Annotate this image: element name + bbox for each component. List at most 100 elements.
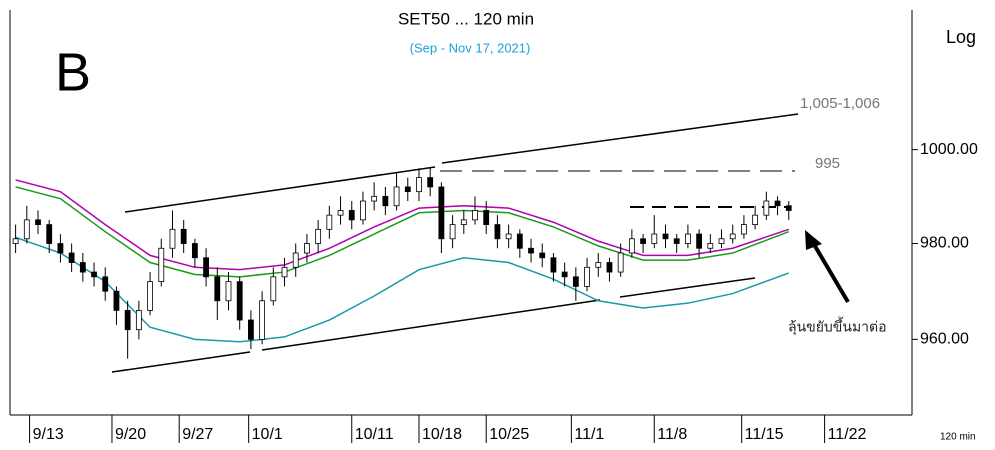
candle-body	[35, 219, 41, 225]
candle-body	[393, 186, 400, 207]
candle-body	[326, 214, 333, 230]
x-tick-label: 10/25	[489, 426, 529, 443]
candle-body	[550, 257, 557, 273]
candle-body	[763, 200, 770, 216]
trend-line	[261, 299, 601, 351]
x-tick-label: 9/27	[182, 426, 213, 443]
x-tick-label: 10/1	[252, 426, 283, 443]
candle-body	[516, 233, 523, 249]
candle-body	[595, 262, 602, 268]
y-tick-label: 1000.00	[920, 141, 978, 158]
x-tick-label: 11/22	[828, 426, 867, 443]
moving-average	[15, 179, 789, 271]
candle-body	[248, 319, 254, 340]
candle-body	[774, 200, 781, 207]
candle-body	[718, 238, 725, 244]
candle-body	[371, 195, 378, 202]
candle-body	[23, 219, 30, 240]
chart-title: SET50 ... 120 min	[398, 9, 534, 28]
candle-body	[292, 252, 299, 268]
x-tick-label: 11/8	[657, 426, 687, 443]
x-tick-label: 11/15	[745, 426, 784, 443]
scale-label: Log	[946, 27, 976, 47]
x-tick-label: 9/13	[33, 426, 64, 443]
y-tick-label: 960.00	[920, 331, 969, 348]
arrow-head	[805, 230, 822, 250]
candle-body	[259, 300, 266, 340]
trend-line	[124, 166, 436, 213]
annotation: ลุ้นขยับขึ้นมาต่อ	[788, 317, 887, 336]
candle-body	[135, 309, 142, 331]
candle-body	[281, 266, 288, 278]
candle-body	[438, 186, 445, 240]
candle-body	[191, 243, 198, 259]
candle-body	[382, 195, 389, 207]
candle-body	[337, 210, 344, 216]
y-tick-label: 980.00	[920, 235, 969, 252]
x-tick-label: 10/18	[422, 426, 462, 443]
candle-body	[180, 228, 187, 244]
x-tick-label: 11/1	[574, 426, 604, 443]
candle-body	[91, 271, 97, 278]
panel-label: B	[55, 42, 91, 102]
candle-body	[640, 238, 646, 244]
candle-body	[673, 238, 680, 244]
candle-body	[584, 266, 590, 287]
candle-body	[12, 238, 19, 244]
candle-body	[79, 262, 86, 273]
candle-body	[696, 233, 703, 249]
candle-body	[225, 281, 232, 302]
candle-body	[427, 177, 434, 188]
candle-body	[707, 243, 714, 249]
x-tick-label: 10/11	[355, 426, 394, 443]
trend-line	[111, 351, 251, 373]
candle-body	[628, 238, 635, 254]
candle-body	[158, 247, 165, 283]
candle-body	[449, 224, 456, 240]
candle-body	[102, 276, 109, 292]
candle-body	[113, 290, 120, 311]
candle-body	[606, 262, 613, 273]
candle-body	[270, 276, 277, 302]
interval-label: 120 min	[940, 432, 976, 443]
candle-body	[505, 233, 512, 240]
moving-average	[15, 186, 790, 278]
candle-body	[528, 247, 534, 254]
candle-body	[315, 228, 322, 244]
moving-average	[15, 236, 790, 343]
candle-body	[57, 243, 64, 254]
trend-line	[619, 277, 756, 298]
candle-body	[304, 243, 310, 254]
candle-body	[494, 224, 501, 240]
candle-body	[404, 186, 411, 193]
chart-subtitle: (Sep - Nov 17, 2021)	[410, 40, 531, 55]
candle-body	[203, 257, 209, 278]
candle-body	[360, 200, 366, 221]
candle-body	[147, 281, 153, 311]
candle-body	[741, 224, 747, 235]
candle-body	[46, 224, 53, 244]
candle-body	[729, 233, 736, 240]
candle-body	[483, 210, 490, 225]
candle-body	[472, 210, 478, 221]
candle-body	[561, 271, 568, 278]
annotation: 995	[815, 155, 840, 172]
candle-body	[617, 252, 624, 273]
candle-body	[348, 210, 355, 221]
candle-body	[572, 276, 579, 287]
candle-body	[124, 309, 131, 331]
candle-body	[169, 228, 176, 249]
candle-body	[236, 281, 243, 321]
trend-line	[441, 113, 799, 164]
candle-body	[214, 276, 221, 302]
annotation: 1,005-1,006	[800, 95, 880, 112]
candle-body	[416, 177, 422, 193]
candle-body	[785, 205, 792, 211]
candle-body	[539, 252, 546, 259]
candle-body	[662, 233, 669, 240]
arrow	[810, 239, 850, 304]
candle-body	[752, 214, 759, 225]
candle-body	[685, 233, 691, 244]
x-tick-label: 9/20	[115, 426, 146, 443]
